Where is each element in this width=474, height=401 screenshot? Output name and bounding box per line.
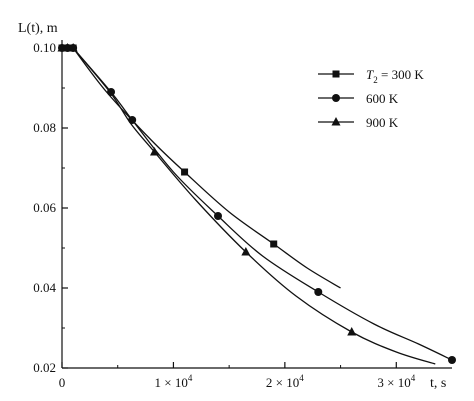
markers [57,43,456,364]
x-tick-label: 3 × 104 [377,373,415,390]
legend-marker-3 [331,117,341,126]
y-tick-label: 0.06 [33,200,56,215]
y-axis-label: L(t), m [18,21,58,36]
series-3-point [149,147,159,156]
series-3-point [241,247,251,256]
legend: T2 = 300 K 600 K 900 K [318,67,424,130]
y-tick-label: 0.08 [33,120,56,135]
series-2-point [314,288,323,296]
series-2-point [448,356,456,364]
series-1-point [181,168,189,176]
series-line-2 [72,47,453,361]
legend-marker-2 [332,94,340,102]
y-tick-label: 0.02 [33,360,56,375]
series-1-point [270,240,278,248]
ticks: 0.02 0.04 0.06 0.08 0.10 0 1 × 104 2 × 104 3 × 1… [33,40,415,390]
y-tick-label: 0.10 [33,40,56,55]
x-axis-label: t, s [430,376,446,391]
legend-label-3: 900 K [366,115,399,130]
x-tick-label: 2 × 104 [266,373,304,390]
legend-label-2: 600 K [366,91,399,106]
series-3-point [347,327,357,336]
series-line-3 [72,47,436,365]
x-tick-label: 0 [59,375,66,390]
series-2-point [107,88,116,96]
series-2-point [214,212,222,220]
x-tick-label: 1 × 104 [155,373,193,390]
series-2-point [128,116,137,124]
legend-marker-1 [332,70,340,78]
y-tick-label: 0.04 [33,280,56,295]
legend-label-1: T2 = 300 K [366,67,424,85]
axes: L(t), m t, s [18,21,452,391]
series-line-1 [72,47,341,289]
series-3-point [68,43,78,52]
